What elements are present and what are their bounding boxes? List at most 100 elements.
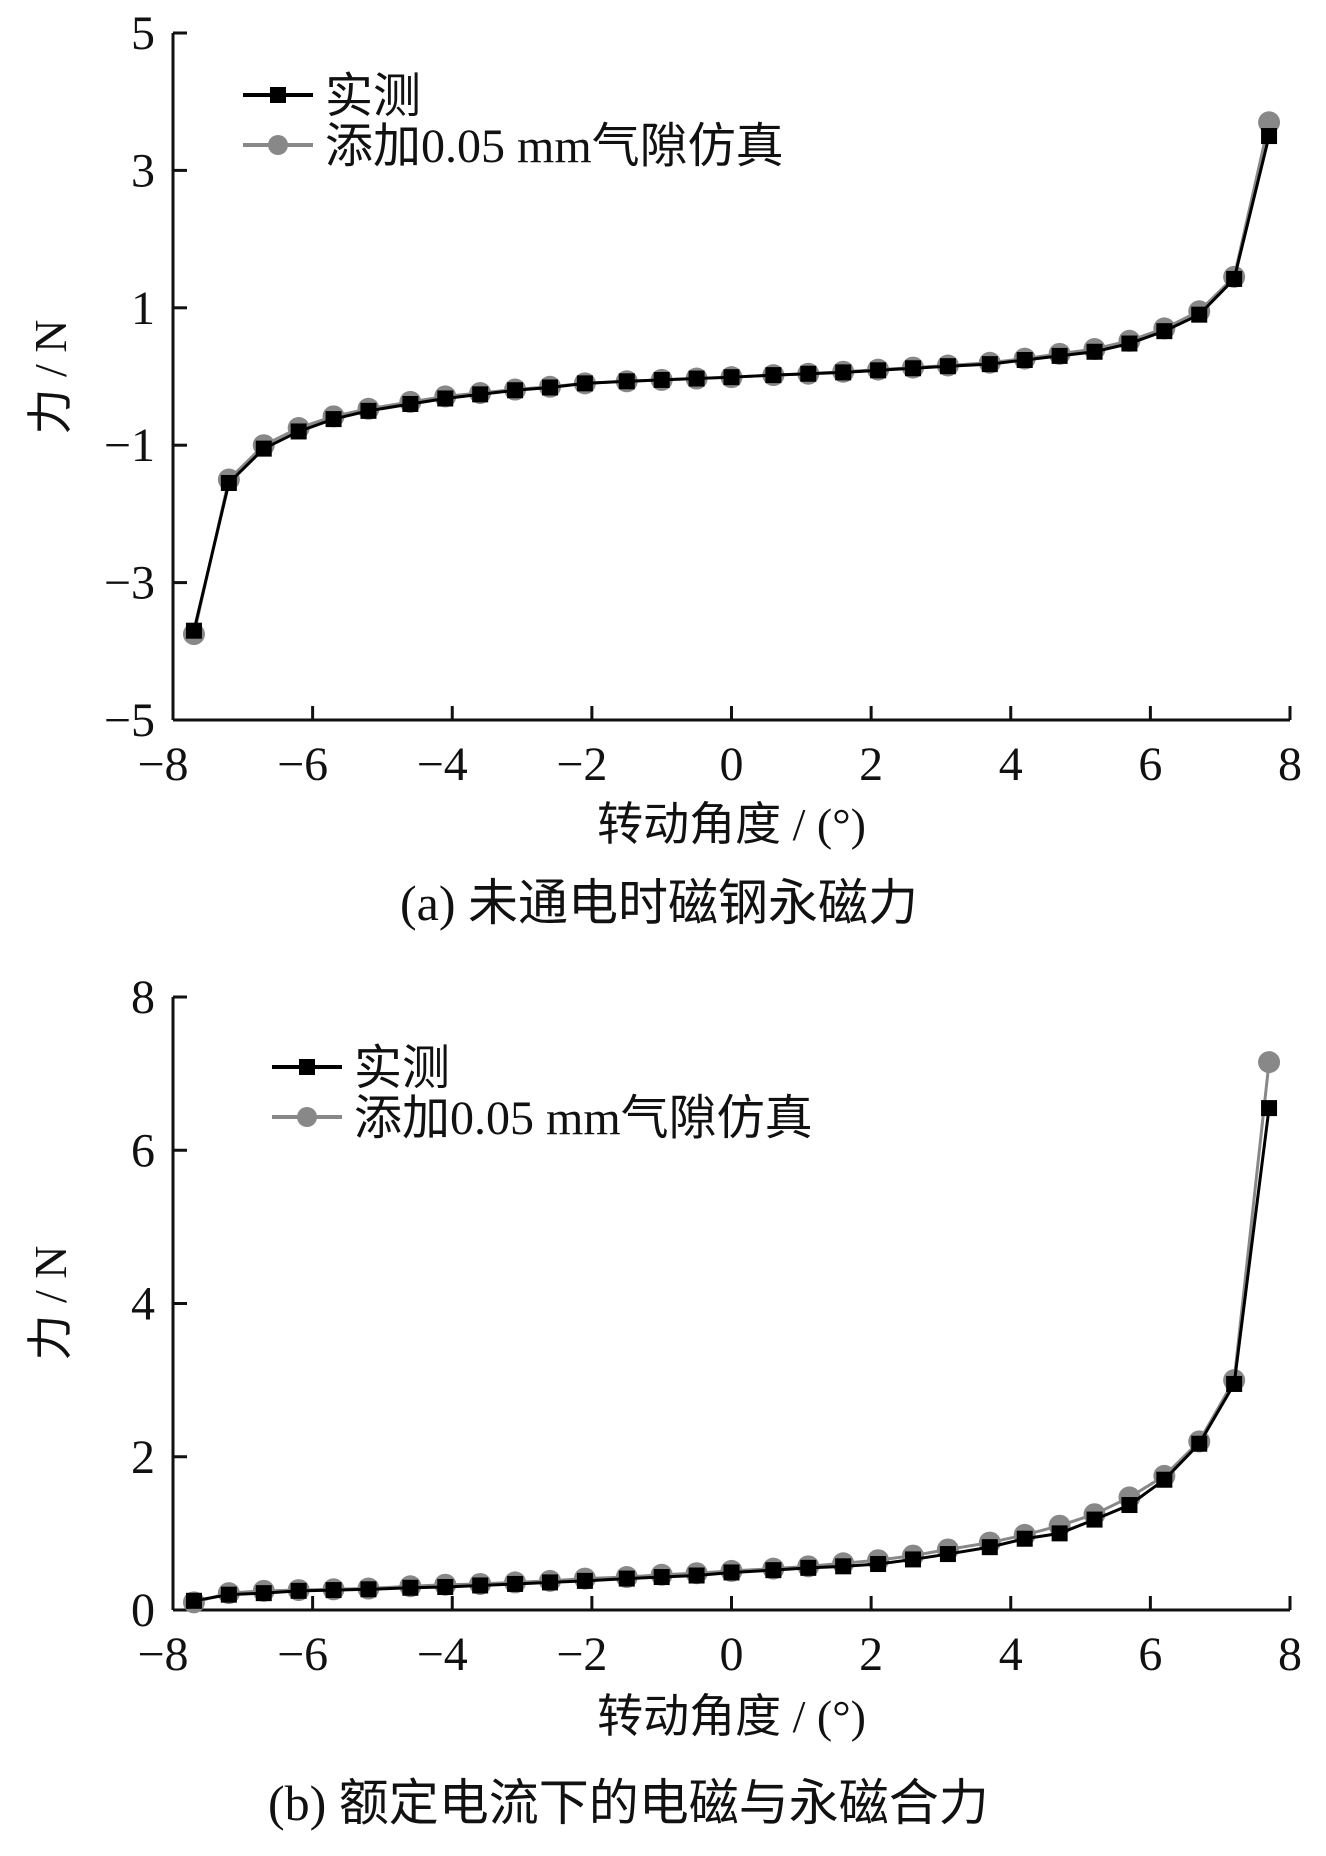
chart-a-point-measured [1191, 306, 1208, 323]
chart-b-legend-marker-simulated [297, 1107, 317, 1127]
chart-a-point-measured [1226, 270, 1243, 287]
chart-b-point-measured [325, 1582, 342, 1599]
chart-a-point-simulated [1258, 111, 1281, 134]
chart-b-y-tick: 6 [131, 1124, 155, 1177]
chart-a-point-measured [1121, 335, 1138, 352]
chart-a-y-tick: −3 [104, 557, 155, 610]
chart-b-point-measured [1191, 1435, 1208, 1452]
chart-a-point-measured [437, 390, 454, 407]
chart-b-point-measured [870, 1556, 887, 1573]
chart-a-point-measured [723, 369, 740, 386]
chart-a-point-measured [1016, 352, 1033, 369]
chart-b-y-tick: 0 [131, 1584, 155, 1637]
chart-b-point-measured [1016, 1530, 1033, 1547]
chart-a-x-tick: −8 [137, 738, 188, 791]
chart-b-legend-label-measured: 实测 [354, 1042, 450, 1095]
chart-a-point-measured [402, 395, 419, 412]
chart-b-x-axis-label: 转动角度 / (°) [597, 1691, 866, 1742]
chart-a-point-measured [981, 356, 998, 373]
chart-a-point-measured [220, 474, 237, 491]
chart-a-point-measured [870, 362, 887, 379]
chart-b-legend-marker-measured [299, 1059, 315, 1075]
chart-b-x-tick: −6 [277, 1628, 328, 1681]
chart-b-point-measured [437, 1579, 454, 1596]
chart-b-point-measured [939, 1546, 956, 1563]
chart-b-point-measured [688, 1567, 705, 1584]
chart-a-point-measured [688, 370, 705, 387]
chart-b-x-tick: 8 [1278, 1628, 1302, 1681]
chart-b-point-measured [835, 1558, 852, 1575]
chart-b-point-measured [653, 1569, 670, 1586]
chart-a-y-tick: 5 [131, 7, 155, 60]
chart-a-x-axis-label: 转动角度 / (°) [597, 799, 866, 850]
chart-a-point-measured [541, 379, 558, 396]
chart-b-x-tick: −4 [417, 1628, 468, 1681]
chart-b-point-measured [1156, 1471, 1173, 1488]
chart-a-point-measured [1051, 347, 1068, 364]
chart-a-y-tick: 1 [131, 282, 155, 335]
chart-a-point-measured [472, 386, 489, 403]
chart-b-series-line-measured [193, 1107, 1271, 1603]
chart-a-x-tick: −4 [417, 738, 468, 791]
chart-b-y-tick: 2 [131, 1431, 155, 1484]
chart-b-x-tick: 4 [999, 1628, 1023, 1681]
chart-a-point-measured [1086, 343, 1103, 360]
chart-a: −8 −6 −4 −2 0 2 4 6 8 5 3 1 −1 −3 −5 转动角… [25, 7, 1302, 931]
chart-a-caption: (a) 未通电时磁钢永磁力 [400, 875, 918, 931]
chart-a-legend-label-measured: 实测 [325, 70, 421, 123]
chart-b-y-tick: 8 [131, 971, 155, 1024]
chart-a-point-measured [507, 382, 524, 399]
chart-a-x-tick: 2 [859, 738, 883, 791]
chart-a-x-tick: −6 [277, 738, 328, 791]
chart-b-y-tick: 4 [131, 1278, 155, 1331]
chart-a-point-measured [835, 364, 852, 381]
chart-b-point-measured [618, 1570, 635, 1587]
chart-a-legend-marker-measured [270, 87, 286, 103]
chart-b-x-tick: 6 [1138, 1628, 1162, 1681]
chart-b-point-measured [290, 1582, 307, 1599]
chart-a-point-measured [765, 367, 782, 384]
chart-b-point-measured [255, 1585, 272, 1602]
chart-a-legend-marker-simulated [268, 135, 288, 155]
chart-b-point-measured [800, 1559, 817, 1576]
chart-a-point-measured [576, 375, 593, 392]
chart-b-point-measured [220, 1586, 237, 1603]
chart-a-point-measured [1156, 323, 1173, 340]
chart-a-y-ticks: 5 3 1 −1 −3 −5 [104, 7, 155, 747]
chart-b-x-tick: 0 [720, 1628, 744, 1681]
chart-b-x-ticks: −8 −6 −4 −2 0 2 4 6 8 [137, 1628, 1302, 1681]
chart-b-point-measured [541, 1574, 558, 1591]
chart-b-point-measured [576, 1572, 593, 1589]
chart-a-x-tick: −2 [556, 738, 607, 791]
chart-b-x-tick: 2 [859, 1628, 883, 1681]
chart-b-point-measured [1121, 1497, 1138, 1514]
chart-a-x-tick: 4 [999, 738, 1023, 791]
chart-a-x-ticks: −8 −6 −4 −2 0 2 4 6 8 [137, 738, 1302, 791]
chart-b-point-measured [1086, 1511, 1103, 1528]
chart-b-point-measured [1226, 1375, 1243, 1392]
chart-b-point-measured [723, 1564, 740, 1581]
chart-a-point-measured [653, 371, 670, 388]
chart-b-point-measured [472, 1577, 489, 1594]
chart-a-y-tick: −1 [104, 419, 155, 472]
chart-a-x-tick: 6 [1138, 738, 1162, 791]
chart-b-point-measured [402, 1579, 419, 1596]
chart-b-point-measured [765, 1562, 782, 1579]
chart-b-point-measured [1261, 1100, 1278, 1117]
chart-a-y-tick: 3 [131, 144, 155, 197]
chart-a-legend-label-simulated: 添加0.05 mm气隙仿真 [325, 120, 784, 173]
chart-a-point-measured [325, 411, 342, 428]
chart-a-point-measured [185, 622, 202, 639]
chart-a-point-measured [255, 440, 272, 457]
chart-b-point-measured [1051, 1525, 1068, 1542]
chart-a-x-tick: 8 [1278, 738, 1302, 791]
chart-a-point-measured [800, 365, 817, 382]
chart-a-point-measured [290, 423, 307, 440]
chart-b-legend-label-simulated: 添加0.05 mm气隙仿真 [354, 1092, 813, 1145]
chart-b-point-measured [507, 1575, 524, 1592]
chart-b-point-measured [905, 1551, 922, 1568]
chart-b-point-measured [360, 1581, 377, 1598]
chart-b-x-tick: −8 [137, 1628, 188, 1681]
chart-a-point-measured [939, 358, 956, 375]
